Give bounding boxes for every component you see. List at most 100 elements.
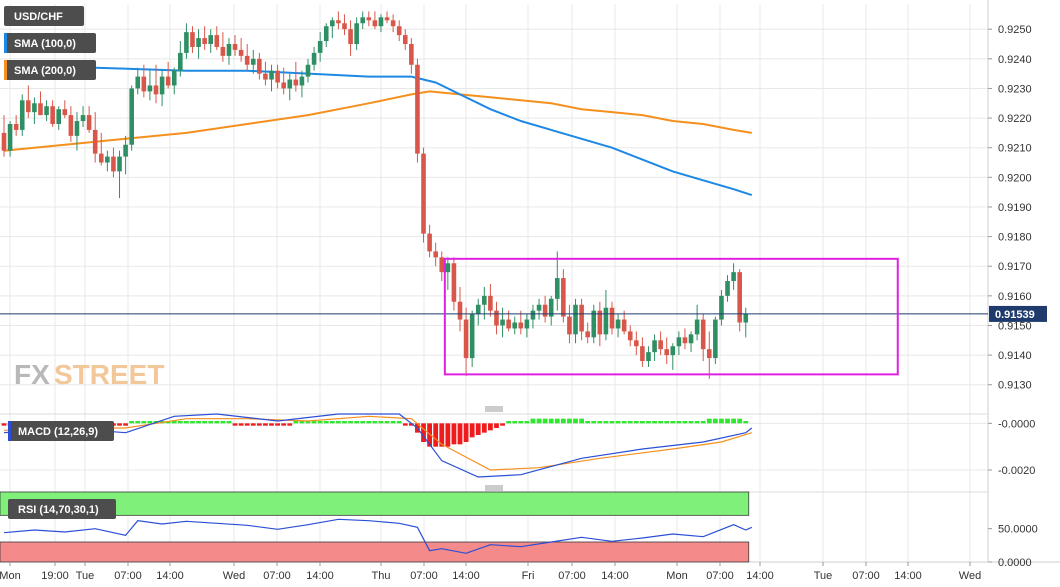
macd-histogram-bar: [366, 421, 372, 424]
candle-body: [652, 340, 657, 353]
symbol-tag-bg[interactable]: [4, 6, 84, 26]
time-tick-label: 07:00: [706, 570, 734, 582]
rsi-tag-bg[interactable]: [8, 499, 116, 519]
macd-histogram-bar: [676, 421, 682, 424]
candle-body: [445, 263, 451, 273]
macd-histogram-bar: [384, 421, 390, 424]
macd-histogram-bar: [658, 421, 664, 424]
candle-body: [372, 20, 378, 27]
macd-histogram-bar: [445, 423, 451, 447]
macd-histogram-bar: [664, 421, 670, 424]
macd-histogram-bar: [633, 421, 639, 424]
macd-histogram-bar: [117, 423, 122, 426]
symbol-tag-label[interactable]: USD/CHF: [14, 11, 63, 23]
price-tick-label: 0.9160: [998, 291, 1032, 303]
macd-histogram-bar: [518, 421, 524, 424]
macd-histogram-bar: [220, 421, 226, 424]
current-price-label-bg: [989, 305, 1047, 322]
time-tick-label: 19:00: [41, 570, 69, 582]
macd-histogram-bar: [609, 421, 615, 424]
macd-histogram-bar: [177, 421, 183, 424]
rsi-oversold-band: [0, 541, 750, 563]
candle-body: [184, 32, 189, 53]
candle-body: [700, 319, 706, 350]
time-tick-label: 07:00: [263, 570, 291, 582]
indicator-tags[interactable]: USD/CHF SMA (100,0) SMA (200,0) MACD (12,26…: [4, 6, 116, 519]
macd-histogram-bar: [512, 421, 518, 424]
sma200-tag-bg[interactable]: [4, 60, 96, 80]
candle-body: [348, 29, 353, 44]
macd-histogram-bar: [190, 421, 195, 424]
candle-body: [220, 46, 226, 56]
candle-body: [682, 337, 688, 344]
candle-body: [451, 263, 457, 302]
macd-histogram-bar: [141, 421, 147, 424]
candle-body: [171, 70, 177, 86]
macd-histogram-bar: [171, 421, 177, 424]
macd-histogram-bar: [123, 423, 128, 426]
range-box-rect: [443, 257, 899, 376]
rsi-line: [3, 518, 753, 554]
time-tick-label: 14:00: [306, 570, 334, 582]
macd-histogram-bar: [348, 421, 353, 424]
sma200-line: [3, 90, 752, 152]
time-tick-label: Tue: [814, 570, 833, 582]
candle-body: [305, 64, 311, 77]
candle-body: [530, 310, 536, 320]
price-tick-label: 0.9200: [998, 172, 1032, 184]
macd-histogram-bar: [360, 421, 366, 424]
candle-body: [706, 349, 712, 359]
sma100-tag-bg[interactable]: [4, 33, 96, 53]
macd-histogram-bar: [712, 418, 718, 424]
macd-histogram-bar: [244, 423, 250, 426]
time-tick-label: 14:00: [156, 570, 184, 582]
watermark-fx: FX: [14, 359, 50, 390]
candle-body: [591, 310, 597, 338]
macd-tag-bg[interactable]: [8, 421, 114, 441]
candle-body: [342, 23, 347, 30]
macd-tag-label[interactable]: MACD (12,26,9): [18, 426, 98, 438]
pane-dividers[interactable]: [485, 406, 503, 491]
time-tick-label: Fri: [522, 570, 535, 582]
candle-body: [38, 103, 43, 116]
macd-histogram-bar: [494, 423, 499, 428]
candle-body: [275, 70, 280, 83]
candle-body: [56, 109, 62, 124]
candle-body: [634, 340, 639, 347]
macd-histogram-bar: [202, 421, 208, 424]
rsi-tag-label[interactable]: RSI (14,70,30,1): [18, 504, 99, 516]
time-tick-label: Thu: [372, 570, 391, 582]
candle-body: [74, 121, 80, 136]
candle-body: [713, 319, 718, 359]
sma200-tag-accent: [4, 60, 7, 80]
candle-body: [123, 144, 128, 157]
sma200-tag-label[interactable]: SMA (200,0): [14, 65, 76, 77]
macd-histogram-bar: [299, 421, 305, 424]
candle-body: [609, 307, 615, 329]
macd-histogram-bar: [548, 418, 554, 424]
candle-body: [165, 76, 171, 86]
price-tick-label: 0.9210: [998, 143, 1032, 155]
candle-body: [494, 310, 499, 326]
price-axis: 0.9250 0.9240 0.9230 0.9220 0.9210 0.9200 0.91…: [988, 24, 1047, 392]
macd-histogram-bar: [579, 418, 584, 424]
candle-body: [311, 52, 317, 65]
macd-histogram-bar: [719, 418, 724, 424]
time-tick-label: 14:00: [894, 570, 922, 582]
macd-histogram-bar: [433, 423, 439, 447]
macd-histogram-bar: [627, 421, 633, 424]
macd-histogram-bar: [439, 423, 445, 447]
macd-line: [3, 413, 753, 478]
watermark-logo: FX STREET: [14, 359, 164, 390]
macd-histogram-bar: [269, 423, 274, 426]
macd-histogram-bar: [184, 421, 189, 424]
candle-body: [7, 124, 13, 151]
candle-body: [390, 20, 396, 27]
macd-histogram-bar: [652, 421, 657, 424]
sma100-tag-label[interactable]: SMA (100,0): [14, 38, 76, 50]
macd-histogram-bar: [250, 423, 256, 426]
macd-histogram-bar: [615, 421, 621, 424]
macd-tag-accent: [8, 421, 11, 441]
candle-body: [737, 272, 742, 323]
candle-body: [129, 88, 134, 145]
